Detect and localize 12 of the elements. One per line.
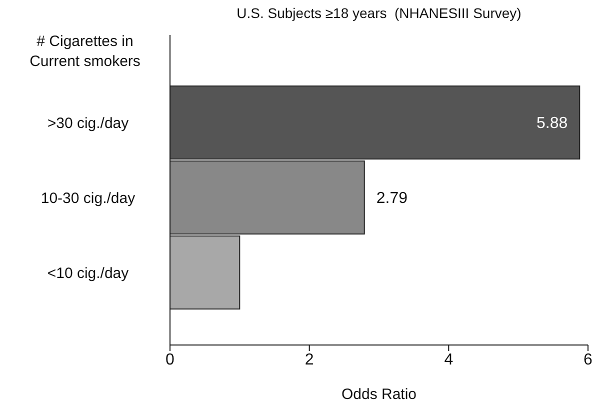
data-label: 2.79: [376, 190, 408, 208]
x-tick-label: 4: [444, 351, 454, 368]
y-axis-title: # Cigarettes in Current smokers: [28, 32, 142, 72]
x-tick-label: 2: [304, 351, 314, 368]
x-axis-title: Odds Ratio: [341, 386, 417, 403]
x-tick-label: 0: [166, 351, 175, 368]
y-tick-label: >30 cig./day: [47, 114, 130, 132]
chart-title: U.S. Subjects ≥18 years (NHANESIII Survey): [236, 5, 522, 21]
y-tick-label: <10 cig./day: [47, 264, 130, 282]
y-tick-label: 10-30 cig./day: [40, 190, 136, 207]
data-label: 5.88: [536, 115, 568, 132]
x-tick-label: 6: [584, 351, 593, 368]
